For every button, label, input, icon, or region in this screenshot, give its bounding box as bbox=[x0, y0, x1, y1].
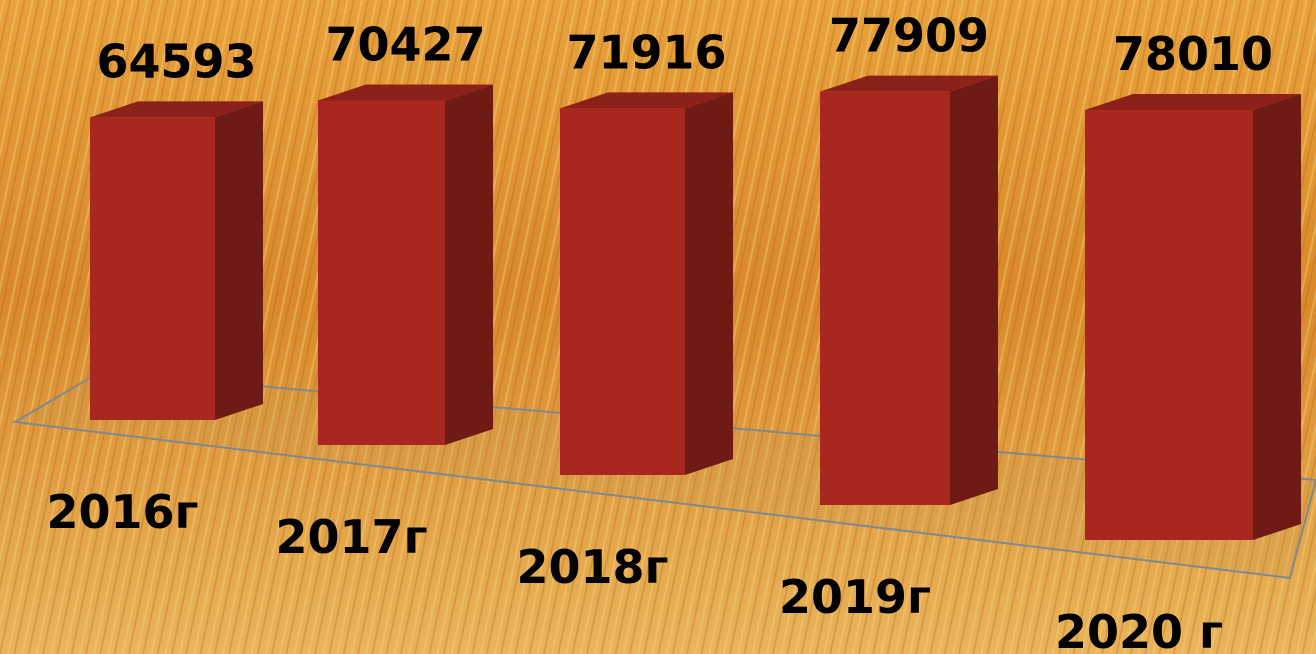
bars bbox=[90, 75, 1301, 540]
x-tick-label: 2018г bbox=[516, 540, 668, 594]
bar-top bbox=[560, 92, 733, 109]
bar bbox=[820, 91, 950, 506]
value-label: 64593 bbox=[96, 34, 256, 88]
bar-side bbox=[1253, 94, 1301, 540]
value-label: 78010 bbox=[1113, 27, 1273, 81]
bar bbox=[1085, 110, 1253, 540]
value-label: 71916 bbox=[566, 25, 726, 79]
bar-top bbox=[90, 101, 263, 118]
x-tick-label: 2020 г bbox=[1055, 605, 1223, 654]
value-label: 70427 bbox=[325, 17, 485, 71]
x-tick-label: 2019г bbox=[779, 570, 931, 624]
bar bbox=[318, 100, 445, 446]
bar-top bbox=[1085, 94, 1301, 110]
bar-top bbox=[318, 84, 493, 101]
bar-side bbox=[215, 101, 263, 421]
bar-top bbox=[820, 75, 998, 92]
bar-side bbox=[445, 84, 493, 446]
value-label: 77909 bbox=[829, 9, 989, 63]
bar bbox=[90, 117, 215, 421]
x-tick-label: 2016г bbox=[46, 485, 198, 539]
x-tick-label: 2017г bbox=[275, 510, 427, 564]
bar-side bbox=[685, 92, 733, 476]
bar bbox=[560, 108, 685, 476]
bar-side bbox=[950, 75, 998, 506]
